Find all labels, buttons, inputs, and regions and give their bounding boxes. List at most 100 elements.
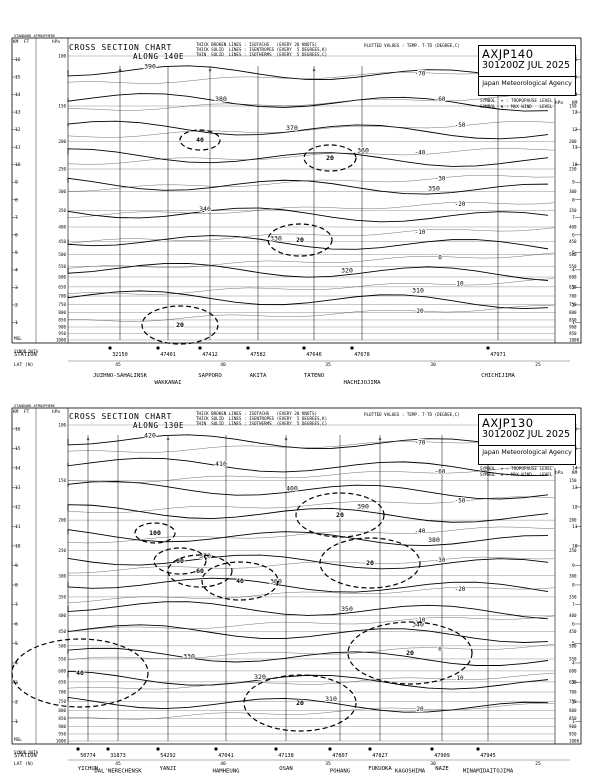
- isentrope-line: [67, 554, 549, 570]
- hpa-tick-label-right: 700: [569, 294, 577, 299]
- isotach-label: 40: [76, 669, 84, 677]
- isentrope-line: [67, 529, 549, 546]
- isentrope-line: [67, 696, 549, 713]
- station-name: AKITA: [250, 373, 267, 379]
- hpa-tick-label: 700: [58, 294, 66, 299]
- km-axis-title-right: KM: [572, 100, 578, 106]
- station-id: 47678: [354, 352, 370, 358]
- km-tick-label: 6: [15, 621, 18, 627]
- hpa-tick-label-right: 550: [569, 656, 577, 661]
- synop-station-mark: [156, 747, 160, 751]
- station-name: CHICHIJIMA: [481, 373, 515, 379]
- km-tick-label: 9: [15, 563, 18, 569]
- km-tick-label: 8: [15, 197, 18, 203]
- station-name-secondary: DAL'NERECHENSK: [94, 769, 142, 773]
- isentrope-line: [67, 207, 549, 223]
- synop-station-mark: [328, 747, 332, 751]
- chart-valid-time: 301200Z JUL 2025: [482, 429, 571, 440]
- isotherm-line: [67, 252, 555, 269]
- isotherm-line: [67, 175, 555, 192]
- synop-station-mark: [214, 747, 218, 751]
- station-name: NAZE: [435, 766, 449, 772]
- hpa-tick-label: 1000: [56, 338, 67, 343]
- isentrope-label: 340: [412, 621, 424, 629]
- hpa-axis-title-right: hPa: [555, 470, 563, 476]
- hpa-tick-label-right: 900: [569, 724, 577, 729]
- isotach-line: [303, 144, 357, 172]
- hpa-tick-label-right: 350: [569, 208, 577, 213]
- agency-name: Japan Meteorological Agency: [479, 76, 575, 87]
- km-tick-label: 13: [15, 485, 21, 491]
- isotherm-line: [67, 67, 555, 84]
- isotach-line: [243, 674, 357, 732]
- km-tick-label-right: 1: [572, 719, 575, 725]
- station-id: 32150: [112, 352, 128, 358]
- station-name-secondary: WAKKANAI: [155, 380, 182, 386]
- isentrope-label: 350: [428, 184, 440, 192]
- hpa-tick-label: 150: [58, 104, 66, 109]
- isotherm-line: [67, 496, 555, 513]
- km-axis-title: KM: [13, 409, 19, 415]
- synop-station-mark: [198, 346, 202, 350]
- synop-station-mark: [106, 747, 110, 751]
- station-name: OSAN: [279, 766, 292, 772]
- isotherm-label: -70: [415, 439, 426, 446]
- km-tick-label-right: 2: [572, 302, 575, 308]
- km-tick-label: 11: [15, 524, 21, 530]
- station-name: FUKUOKA: [368, 766, 392, 772]
- isotherm-label: -20: [455, 201, 466, 208]
- hpa-tick-label: 700: [58, 690, 66, 695]
- standard-atmosphere-label: STANDARD ATMOSPHERE: [14, 404, 55, 408]
- hpa-tick-label-right: 950: [569, 331, 577, 336]
- hpa-tick-label: 450: [58, 629, 66, 634]
- cross-section-panel-130e: 1001001501502002002502503003003503504004…: [0, 403, 590, 773]
- isentrope-line: [67, 480, 549, 500]
- hpa-tick-label-right: 850: [569, 317, 577, 322]
- agency-name: Japan Meteorological Agency: [479, 445, 575, 456]
- lat-tick-label: 25: [535, 362, 541, 368]
- isentrope-label: 400: [286, 484, 298, 492]
- km-tick-label-right: 4: [572, 660, 575, 666]
- isentrope-line: [67, 647, 549, 666]
- tropopause-marker: ✶: [208, 67, 212, 74]
- km-axis-title-right: KM: [572, 470, 578, 476]
- km-tick-label-right: 6: [572, 232, 575, 238]
- synop-station-mark: [246, 346, 250, 350]
- km-tick-label: 3: [15, 285, 18, 291]
- hpa-tick-label: 250: [58, 548, 66, 553]
- km-tick-label-right: 8: [572, 197, 575, 203]
- hpa-tick-label-right: 200: [569, 518, 577, 523]
- isotherm-line: [67, 121, 555, 138]
- hpa-tick-label: 800: [58, 708, 66, 713]
- isotach-line: [153, 547, 207, 575]
- km-tick-label: 1: [15, 719, 18, 725]
- hpa-tick-label-right: 850: [569, 716, 577, 721]
- isotherm-label: -20: [455, 586, 466, 593]
- isotherm-label: 0: [438, 255, 442, 262]
- hpa-tick-label: 900: [58, 724, 66, 729]
- km-tick-label: 11: [15, 145, 21, 151]
- station-id: 47401: [160, 352, 176, 358]
- tropopause-marker: ✶: [166, 436, 170, 443]
- km-tick-label-right: 11: [572, 145, 578, 151]
- km-tick-label: 8: [15, 582, 18, 588]
- km-tick-label: 4: [15, 660, 18, 666]
- chart-title: CROSS SECTION CHART ALONG 130E: [69, 412, 185, 430]
- km-tick-label: 14: [15, 92, 21, 98]
- hpa-tick-label-right: 600: [569, 668, 577, 673]
- lat-tick-label: 35: [325, 761, 331, 767]
- isentrope-label: 320: [341, 267, 353, 275]
- isotach-label: 40: [196, 136, 204, 144]
- synop-station-mark: [274, 747, 278, 751]
- isentrope-label: 370: [286, 124, 298, 132]
- hpa-tick-label: 500: [58, 252, 66, 257]
- synop-station-mark: [350, 346, 354, 350]
- lat-tick-label: 40: [220, 761, 226, 767]
- chart-subtitle: ALONG 130E: [133, 421, 185, 430]
- km-tick-label-right: 2: [572, 699, 575, 705]
- symbol-legend: SYMBOL ✶ : TROPOPAUSE LEVEL SYMBOL ✖ : M…: [480, 99, 553, 110]
- ft-axis-title: FT: [24, 409, 30, 415]
- tropopause-marker: ✶: [378, 436, 382, 443]
- plotted-values-note: PLOTTED VALUES : TEMP. T-TD (DEGREE,C): [364, 412, 460, 417]
- isotach-label: 100: [149, 529, 161, 537]
